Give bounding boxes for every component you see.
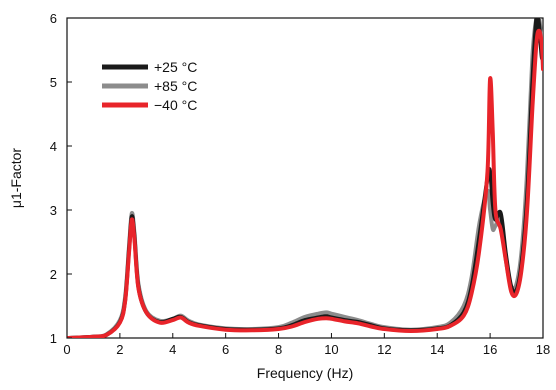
legend: +25 °C +85 °C −40 °C	[102, 59, 197, 113]
y-tick-label: 2	[50, 267, 57, 282]
x-tick-label: 2	[116, 342, 123, 357]
x-tick-label: 18	[536, 342, 550, 357]
x-tick-label: 6	[222, 342, 229, 357]
legend-label: +85 °C	[154, 78, 197, 94]
x-tick-label: 0	[63, 342, 70, 357]
legend-label: +25 °C	[154, 59, 197, 75]
y-tick-label: 4	[50, 139, 57, 154]
x-tick-label: 4	[169, 342, 176, 357]
y-axis-label: μ1-Factor	[8, 148, 24, 209]
x-tick-label: 16	[483, 342, 497, 357]
y-tick-label: 3	[50, 203, 57, 218]
x-tick-label: 8	[275, 342, 282, 357]
series-line-2	[67, 28, 543, 338]
y-tick-label: 1	[50, 331, 57, 346]
plot-area	[66, 17, 544, 339]
x-tick-label: 12	[377, 342, 391, 357]
x-axis-label: Frequency (Hz)	[257, 365, 353, 381]
x-tick-label: 10	[324, 342, 338, 357]
legend-label: −40 °C	[154, 97, 197, 113]
y-tick-label: 5	[50, 75, 57, 90]
y-tick-label: 6	[50, 11, 57, 26]
x-tick-label: 14	[430, 342, 444, 357]
